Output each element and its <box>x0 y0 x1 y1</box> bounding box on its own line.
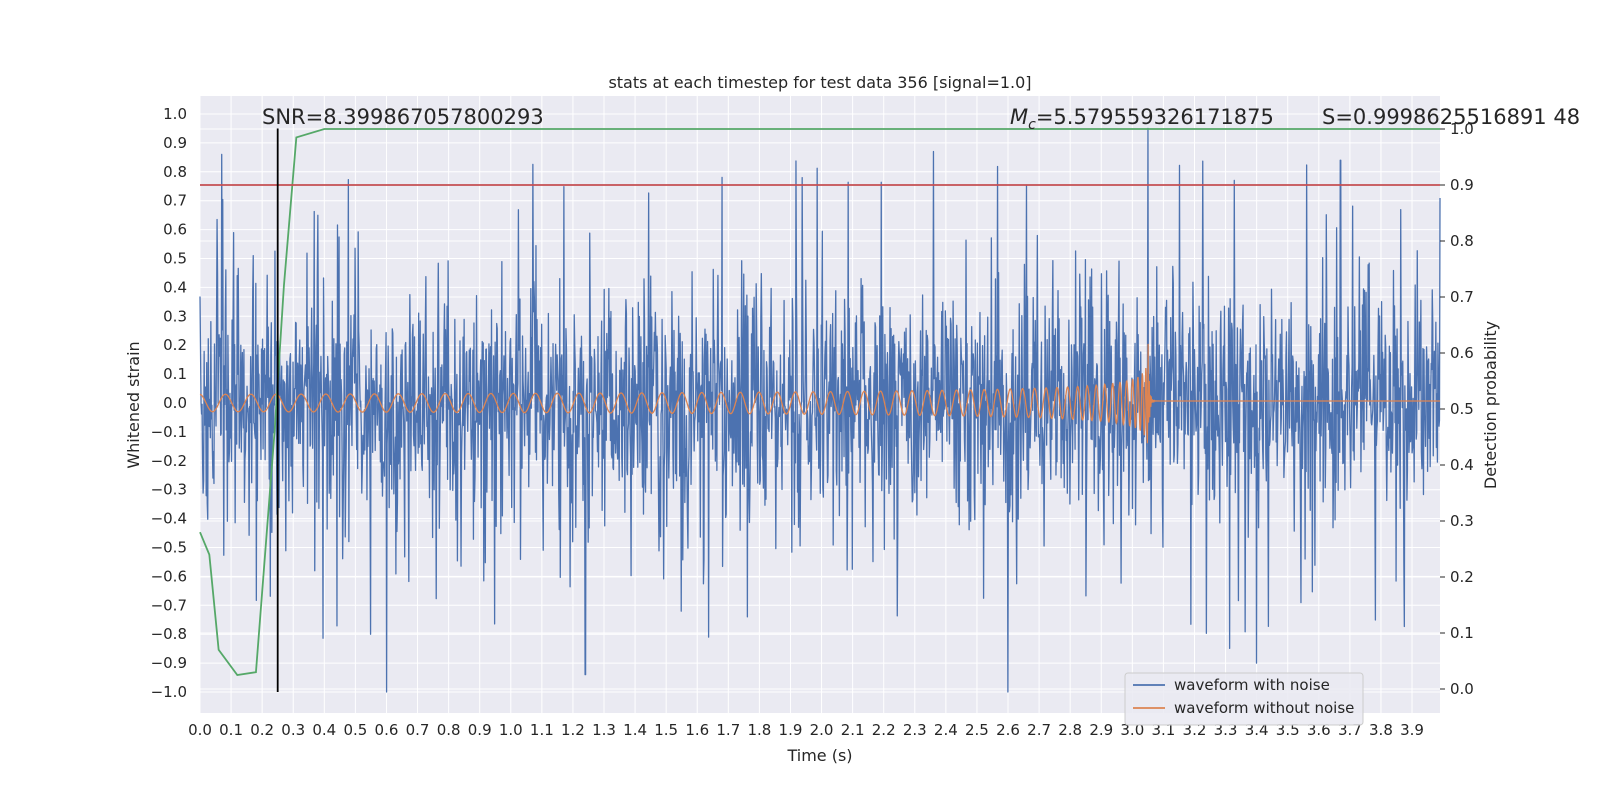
x-tick-label: 2.2 <box>872 721 896 739</box>
y-tick-label: −0.1 <box>151 423 187 441</box>
y-tick-label: −1.0 <box>151 683 187 701</box>
detection-probability-line <box>199 128 1440 676</box>
y-tick-label: 0.0 <box>163 394 187 412</box>
y-tick-label: 0.5 <box>163 250 187 268</box>
x-tick-label: 0.4 <box>312 721 336 739</box>
x-tick-label: 3.8 <box>1369 721 1393 739</box>
x-tick-label: 2.0 <box>810 721 834 739</box>
x-tick-label: 2.8 <box>1058 721 1082 739</box>
y-tick-label: −0.4 <box>151 510 187 528</box>
y2-tick-label: 0.6 <box>1450 344 1474 362</box>
y2-tick-label: 0.5 <box>1450 400 1474 418</box>
x-tick-label: 1.0 <box>499 721 523 739</box>
y-tick-label: −0.5 <box>151 539 187 557</box>
x-tick-label: 2.5 <box>965 721 989 739</box>
x-tick-label: 1.4 <box>623 721 647 739</box>
x-tick-label: 2.4 <box>934 721 958 739</box>
snr-annotation: SNR=8.399867057800293 <box>262 105 544 129</box>
x-tick-label: 2.7 <box>1027 721 1051 739</box>
y-tick-label: 0.2 <box>163 336 187 354</box>
x-tick-label: 1.9 <box>779 721 803 739</box>
clean-chirp-line <box>199 343 1440 444</box>
x-tick-label: 2.3 <box>903 721 927 739</box>
x-tick-label: 1.3 <box>592 721 616 739</box>
y-tick-label: 1.0 <box>163 105 187 123</box>
y-tick-label: 0.3 <box>163 307 187 325</box>
y-tick-label: −0.6 <box>151 567 187 585</box>
noise-line <box>199 127 1441 693</box>
x-tick-label: 1.1 <box>530 721 554 739</box>
y-tick-label: −0.7 <box>151 596 187 614</box>
x-tick-label: 1.6 <box>685 721 709 739</box>
x-tick-label: 0.0 <box>188 721 212 739</box>
mc-value: =5.579559326171875 <box>1036 105 1274 129</box>
x-axis-label: Time (s) <box>786 746 852 765</box>
legend-label-clean: waveform without noise <box>1174 699 1354 717</box>
x-tick-label: 0.7 <box>406 721 430 739</box>
x-tick-label: 1.5 <box>654 721 678 739</box>
y-tick-label: 0.4 <box>163 278 187 296</box>
x-tick-label: 2.9 <box>1089 721 1113 739</box>
x-tick-label: 0.8 <box>437 721 461 739</box>
y2-tick-label: 0.9 <box>1450 176 1474 194</box>
x-tick-label: 0.9 <box>468 721 492 739</box>
y-tick-label: −0.2 <box>151 452 187 470</box>
x-tick-label: 2.6 <box>996 721 1020 739</box>
y-tick-label: 0.7 <box>163 192 187 210</box>
y-tick-labels: 1.0 0.9 0.8 0.7 0.6 0.5 0.4 0.3 0.2 0.1 0.0 −0.1 −0.… <box>151 105 187 701</box>
x-tick-label: 0.3 <box>281 721 305 739</box>
chirp-mass-annotation: Mc=5.579559326171875 <box>1010 105 1274 133</box>
y-axis-label: Whitened strain <box>124 341 143 468</box>
x-tick-label: 1.8 <box>747 721 771 739</box>
x-tick-label: 0.6 <box>375 721 399 739</box>
legend-box <box>1124 672 1364 726</box>
y2-tick-label: 0.0 <box>1450 680 1474 698</box>
overlays <box>199 128 1440 692</box>
s-annotation: S=0.9998625516891 48 <box>1322 105 1580 129</box>
x-tick-label: 1.7 <box>716 721 740 739</box>
y2-tick-labels: 1.0 0.9 0.8 0.7 0.6 0.5 0.4 0.3 0.2 0.1 0.0 <box>1440 120 1474 698</box>
y2-tick-label: 0.2 <box>1450 568 1474 586</box>
series-waveform-with-noise <box>199 127 1441 693</box>
x-tick-label: 2.1 <box>841 721 865 739</box>
mc-symbol: M <box>1010 105 1028 129</box>
y-tick-label: 0.6 <box>163 221 187 239</box>
y-tick-label: −0.3 <box>151 481 187 499</box>
y-tick-label: 0.1 <box>163 365 187 383</box>
x-tick-label: 0.2 <box>250 721 274 739</box>
legend-label-noise: waveform with noise <box>1174 676 1330 694</box>
x-tick-label: 3.9 <box>1400 721 1424 739</box>
y-tick-label: 0.8 <box>163 163 187 181</box>
y2-tick-label: 0.3 <box>1450 512 1474 530</box>
chart-title: stats at each timestep for test data 356… <box>608 73 1031 92</box>
y2-tick-label: 1.0 <box>1450 120 1474 138</box>
y-tick-label: 0.9 <box>163 134 187 152</box>
y2-tick-label: 0.8 <box>1450 232 1474 250</box>
series-waveform-without-noise <box>199 343 1440 444</box>
y2-tick-label: 0.1 <box>1450 624 1474 642</box>
mc-subscript: c <box>1028 117 1036 133</box>
x-tick-label: 0.1 <box>219 721 243 739</box>
x-tick-label: 1.2 <box>561 721 585 739</box>
y2-axis-label: Detection probability <box>1481 321 1500 489</box>
x-tick-label: 0.5 <box>343 721 367 739</box>
y2-tick-label: 0.4 <box>1450 456 1474 474</box>
y2-tick-label: 0.7 <box>1450 288 1474 306</box>
y-tick-label: −0.9 <box>151 654 187 672</box>
y-tick-label: −0.8 <box>151 625 187 643</box>
legend: waveform with noise waveform without noi… <box>1124 672 1364 726</box>
